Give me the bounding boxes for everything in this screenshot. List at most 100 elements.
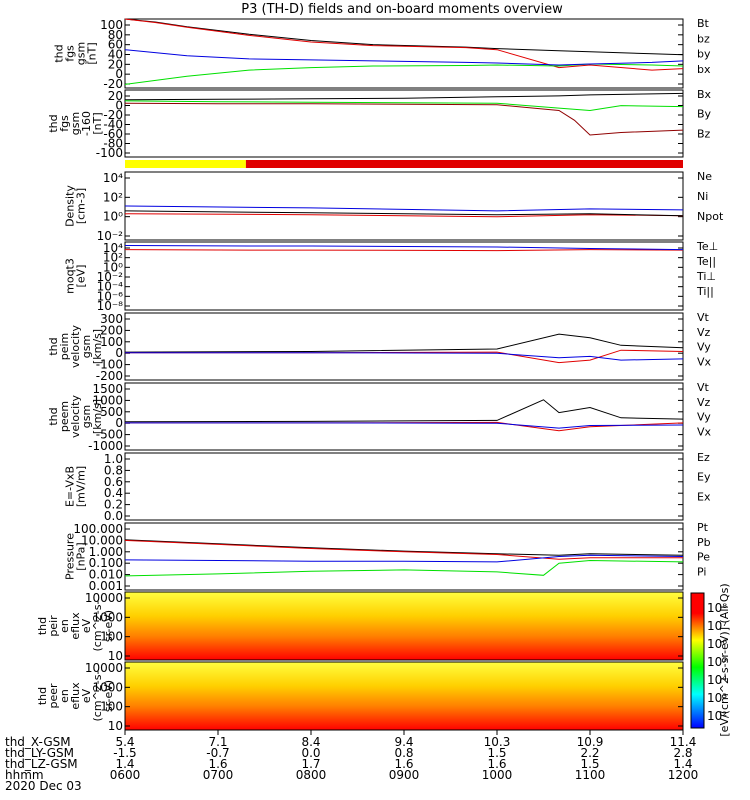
legend-entry: Ez [697,451,710,464]
x-tick-label: 2.8 [673,746,692,760]
y-axis-label-line: peer [47,683,60,709]
series-line-By [124,100,684,112]
panel-electron_velocity: 150010005000-500-1000thdpeemvelocitygsm[… [47,381,712,453]
y-tick-label: 200 [100,323,123,337]
x-tick-label: 1100 [575,768,606,782]
y-tick-label: 0.6 [104,475,123,489]
y-tick-label: 10⁻⁶ [97,289,124,303]
panel-ion_spectrogram: 10000100010010thdpeirenefluxeV(cm^2-s-sr… [36,591,684,663]
y-tick-label: -100 [96,146,123,160]
legend-entry: Vx [697,355,712,368]
y-axis-label-line: eflux [69,612,82,640]
colorbar-tick-label: 10⁸ [707,601,727,615]
series-line-Vx [125,352,684,361]
legend-entry: Pt [697,521,709,534]
y-axis-label-line: sr-eV) [102,680,115,712]
legend-entry: Vt [697,311,710,324]
y-tick-label: 300 [100,312,123,326]
chart-title: P3 (TH-D) fields and on-board moments ov… [241,2,563,17]
y-tick-label: 60 [108,38,123,52]
y-axis-label-line: (cm^2-s- [91,601,104,652]
x-tick-label: 0.8 [394,746,413,760]
y-axis-label-line: peir [47,615,60,637]
panel-pressure: 100.00010.0001.0000.1000.0100.001Pressur… [64,521,711,593]
y-tick-label: 10000 [85,591,123,605]
y-tick-label: -1000 [88,439,123,453]
y-tick-label: 0 [115,67,123,81]
y-axis-label-line: [cm-3] [75,188,88,224]
x-tick-label: 8.4 [301,735,320,749]
x-tick-label: -1.5 [113,746,136,760]
mode-segment-0 [125,160,246,168]
y-tick-label: 100 [100,18,123,32]
legend-entry: Vx [697,425,712,438]
y-axis-label-line: (cm^2-s- [91,671,104,722]
x-tick-label: 1.4 [673,757,692,771]
legend-entry: Ex [697,490,711,503]
y-tick-label: 0.010 [89,568,123,582]
y-axis-label-line: Pressure [64,533,77,580]
x-tick-label: 1.5 [580,757,599,771]
y-tick-label: 10⁰ [103,260,123,274]
panel-frame [124,312,684,381]
series-line-bz [124,18,684,71]
series-line-Pe [124,559,684,577]
x-tick-label: 1.6 [487,757,506,771]
panel-frame [124,171,684,241]
y-axis-label-line: thd [47,407,60,425]
y-axis-label-line: gsm [80,335,93,358]
y-tick-label: 10⁻² [97,229,124,243]
legend-entry: Bt [697,17,710,30]
legend-entry: Ti⊥ [696,270,716,283]
y-axis-label-line: en [58,619,71,633]
series-line-Te⊥ [124,249,684,252]
x-tick-label: 1.6 [394,757,413,771]
panel-frame [124,522,684,591]
y-tick-label: 0.2 [104,498,123,512]
colorbar-tick-label: 10² [707,709,727,723]
y-tick-label: -20 [103,108,123,122]
x-tick-label: 1.7 [301,757,320,771]
y-tick-label: 20 [108,57,123,71]
y-axis-label: Density[cm-3] [64,185,88,227]
legend-entry: Vy [697,411,711,424]
legend-entry: Te⊥ [696,240,718,253]
y-axis-label-line: thd [36,617,49,635]
y-axis-label-line: sr-eV) [102,610,115,642]
series-line-Ni [124,210,684,217]
y-axis-label-line: [eV] [75,265,88,288]
y-tick-label: 10⁴ [103,241,123,255]
y-axis-label-line: [nT] [91,112,104,134]
x-tick-label: 10.9 [577,735,604,749]
y-axis-label-line: velocity [69,395,82,438]
y-tick-label: 0.0 [104,509,123,523]
y-axis-label: moqt3[eV] [64,258,88,294]
panel-frame [124,452,684,521]
y-tick-label: 100 [100,335,123,349]
y-tick-label: 10 [108,649,123,663]
y-tick-label: -200 [96,369,123,383]
series-line-Ti|| [124,245,684,251]
series-line-Pt [124,539,684,556]
y-tick-label: 0 [115,346,123,360]
x-tick-label: -0.7 [206,746,229,760]
x-tick-label: 1.5 [487,746,506,760]
y-tick-label: 1.000 [89,545,123,559]
x-row-label: thd_LY-GSM [5,746,74,760]
y-tick-label: 100 [100,630,123,644]
y-tick-label: 1000 [92,610,123,624]
x-tick-label: 1.6 [208,757,227,771]
y-tick-label: 10⁻⁸ [97,299,124,313]
colorbar-tick-label: 10³ [707,691,727,705]
y-tick-label: 10⁴ [103,171,123,185]
y-axis-label-line: peim [58,333,71,361]
series-line-Vt [124,399,684,423]
y-axis-label-line: gsm [75,42,88,65]
series-line-Pi [124,554,684,563]
